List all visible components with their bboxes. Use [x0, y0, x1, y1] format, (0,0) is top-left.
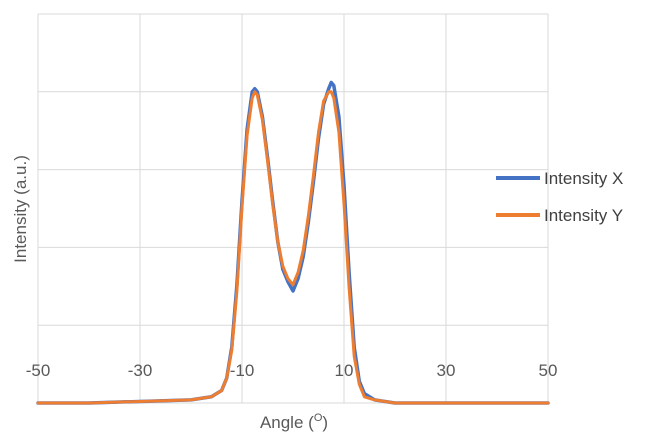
x-axis-title-sup: O	[314, 412, 323, 424]
x-tick-label: -50	[26, 361, 51, 380]
x-tick-label: 30	[437, 361, 456, 380]
grid	[37, 13, 549, 404]
y-axis-title: Intensity (a.u.)	[11, 155, 30, 263]
x-axis-title-close: )	[322, 413, 328, 432]
legend-label-intensity-y: Intensity Y	[544, 206, 623, 225]
series-layer	[36, 80, 550, 405]
x-axis-title-text: Angle (	[260, 413, 314, 432]
x-tick-labels: -50 -30 -10 10 30 50	[26, 361, 558, 380]
series-line-intensity-x	[36, 80, 550, 405]
x-axis-title: Angle (O)	[260, 412, 328, 432]
x-tick-label: 50	[539, 361, 558, 380]
x-tick-label: -30	[128, 361, 153, 380]
x-tick-label: -10	[230, 361, 255, 380]
series-line-intensity-y	[36, 90, 550, 405]
legend: Intensity X Intensity Y	[496, 169, 623, 225]
legend-label-intensity-x: Intensity X	[544, 169, 623, 188]
x-tick-label: 10	[335, 361, 354, 380]
